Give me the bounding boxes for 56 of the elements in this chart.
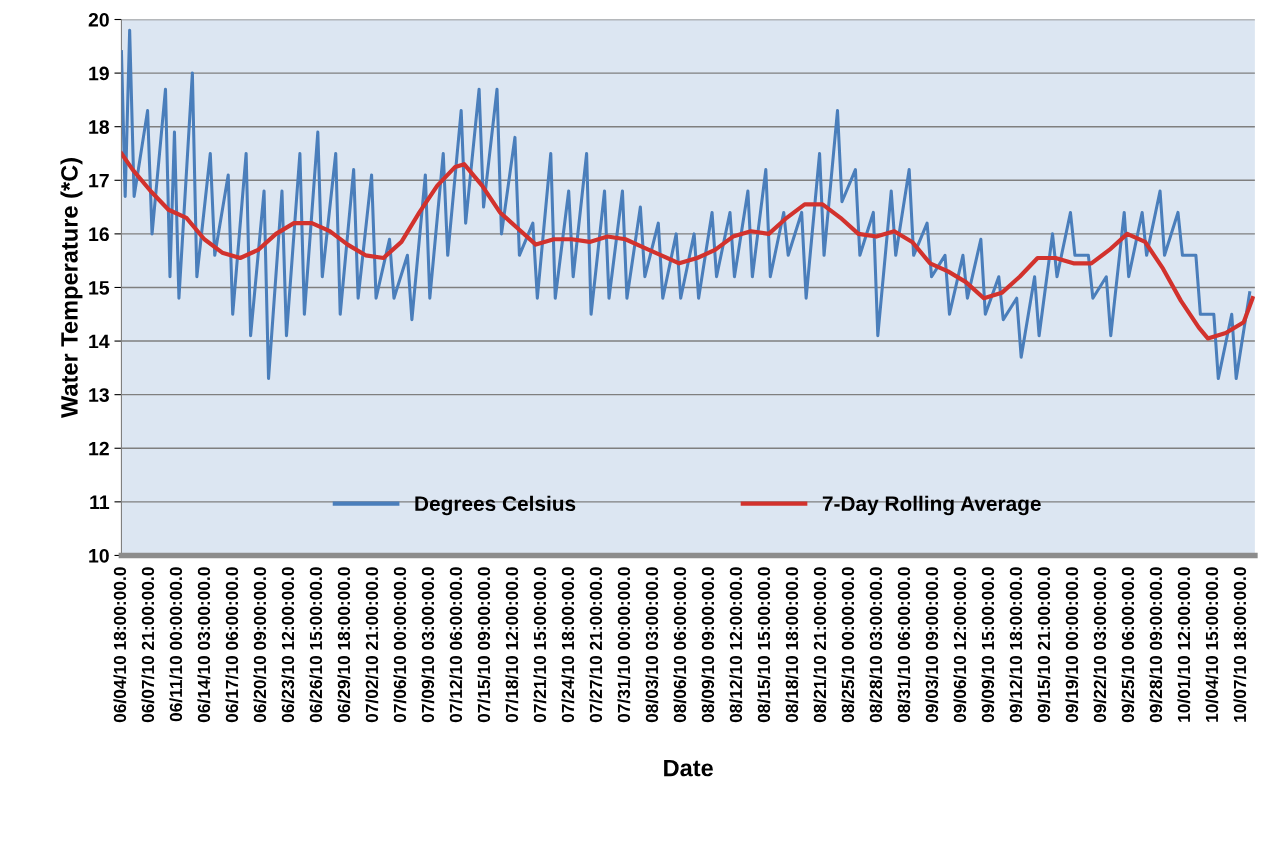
x-tick-label: 06/07/10 21:00:00.0 — [141, 567, 155, 723]
x-tick-label: 10/07/10 18:00:00.0 — [1233, 567, 1247, 722]
x-tick-label: 07/27/10 21:00:00.0 — [589, 567, 603, 723]
x-tick-label: 09/15/10 21:00:00.0 — [1037, 567, 1051, 723]
y-tick-label: 12 — [89, 441, 109, 456]
x-tick-label: 06/29/10 18:00:00.0 — [337, 567, 351, 723]
x-tick-label: 07/12/10 06:00:00.0 — [449, 567, 463, 723]
x-tick-label: 07/06/10 00:00:00.0 — [393, 567, 407, 723]
y-tick-label: 18 — [89, 120, 110, 134]
x-tick-label: 06/26/10 15:00:00.0 — [309, 567, 323, 723]
x-tick-label: 06/17/10 06:00:00.0 — [225, 567, 239, 723]
x-tick-label: 09/22/10 03:00:00.0 — [1093, 567, 1107, 723]
x-tick-label: 07/15/10 09:00:00.0 — [477, 567, 491, 723]
y-axis-title: Water Temperature (*C) — [60, 158, 83, 418]
x-tick-label: 09/28/10 09:00:00.0 — [1149, 567, 1163, 723]
y-tick-label: 14 — [89, 334, 110, 349]
x-tick-label: 09/25/10 06:00:00.0 — [1121, 567, 1135, 723]
x-tick-label: 09/12/10 18:00:00.0 — [1009, 567, 1023, 723]
y-tick-label: 19 — [89, 66, 109, 81]
x-tick-label: 08/31/10 06:00:00.0 — [897, 567, 911, 723]
x-tick-label: 06/23/10 12:00:00.0 — [281, 567, 295, 723]
x-tick-label: 07/09/10 03:00:00.0 — [421, 567, 435, 723]
legend-label: Degrees Celsius — [415, 495, 576, 516]
y-tick-label: 10 — [89, 548, 109, 563]
x-tick-label: 08/09/10 09:00:00.0 — [701, 567, 715, 723]
x-tick-label: 07/18/10 12:00:00.0 — [505, 567, 519, 723]
x-tick-label: 07/24/10 18:00:00.0 — [561, 567, 575, 723]
x-tick-label: 08/21/10 21:00:00.0 — [813, 567, 827, 723]
x-tick-label: 07/31/10 00:00:00.0 — [617, 567, 631, 723]
x-tick-label: 06/20/10 09:00:00.0 — [253, 567, 267, 723]
legend-label: 7-Day Rolling Average — [822, 495, 1041, 516]
y-tick-label: 15 — [89, 281, 110, 295]
x-tick-label: 07/21/10 15:00:00.0 — [533, 567, 547, 723]
x-tick-label: 08/03/10 03:00:00.0 — [645, 567, 659, 723]
x-tick-label: 06/11/10 00:00:00.0 — [169, 567, 183, 722]
x-tick-label: 08/25/10 00:00:00.0 — [841, 567, 855, 723]
x-tick-label: 10/04/10 15:00:00.0 — [1205, 567, 1219, 722]
x-tick-label: 09/19/10 00:00:00.0 — [1065, 567, 1079, 723]
x-tick-label: 08/15/10 15:00:00.0 — [757, 567, 771, 723]
x-tick-label: 06/14/10 03:00:00.0 — [197, 567, 211, 723]
x-tick-label: 08/06/10 06:00:00.0 — [673, 567, 687, 723]
x-tick-label: 08/18/10 18:00:00.0 — [785, 567, 799, 723]
x-tick-label: 09/09/10 15:00:00.0 — [981, 567, 995, 723]
y-tick-label: 13 — [89, 388, 109, 402]
y-tick-label: 11 — [90, 495, 110, 509]
x-axis-title: Date — [664, 759, 713, 777]
y-tick-label: 17 — [89, 173, 109, 188]
y-tick-label: 20 — [88, 12, 109, 27]
x-tick-label: 08/12/10 12:00:00.0 — [729, 567, 743, 723]
x-tick-label: 09/03/10 09:00:00.0 — [925, 567, 939, 723]
x-tick-label: 07/02/10 21:00:00.0 — [365, 567, 379, 723]
y-tick-label: 16 — [89, 227, 109, 242]
x-tick-label: 10/01/10 12:00:00.0 — [1177, 567, 1191, 722]
x-tick-label: 09/06/10 12:00:00.0 — [953, 567, 967, 723]
x-tick-label: 06/04/10 18:00:00.0 — [113, 567, 127, 723]
x-tick-label: 08/28/10 03:00:00.0 — [869, 567, 883, 723]
